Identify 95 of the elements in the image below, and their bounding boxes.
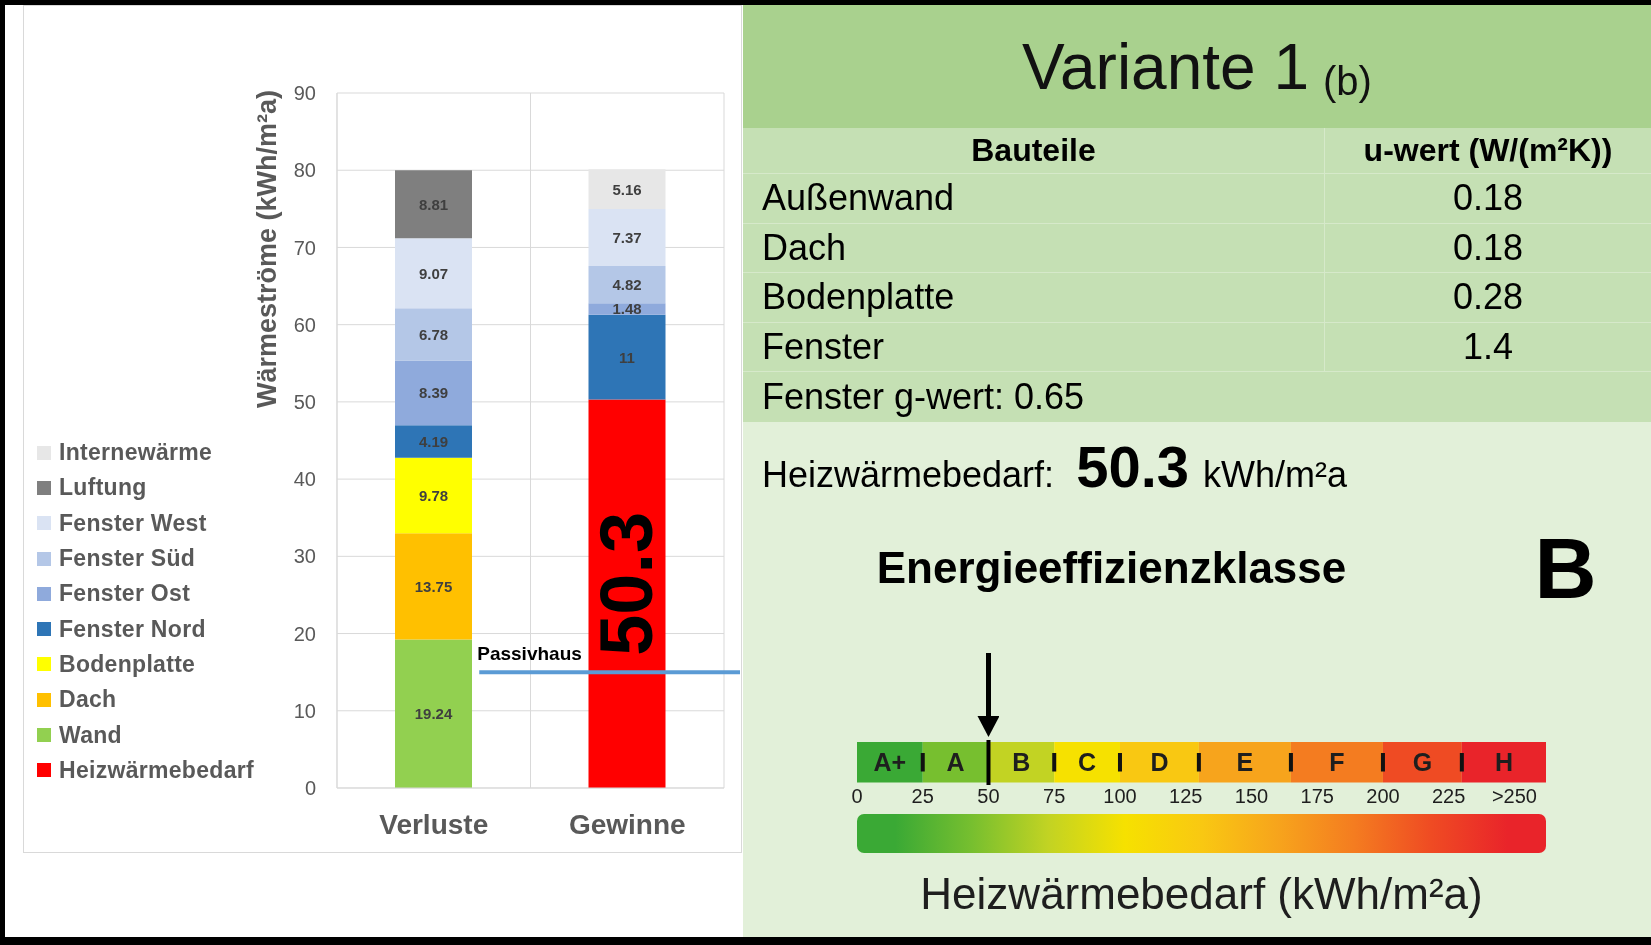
series-label: A+ (873, 748, 907, 777)
bar (395, 360, 472, 426)
legend-label: Dach (59, 686, 117, 714)
text: u-wert (W/(m²K)) (1363, 132, 1613, 169)
y-axis-title: Wärmeströme (kWh/m²a) (252, 90, 282, 409)
bar (395, 308, 472, 361)
x-tick-label: 25 (911, 785, 934, 808)
legend-label: Fenster Süd (59, 545, 196, 573)
data-label: 0.18 (1452, 226, 1524, 269)
x-tick-label: Verluste (379, 808, 489, 840)
data-label: 13.75 (414, 577, 453, 595)
bar (588, 314, 666, 400)
x-tick-label: 50 (977, 785, 1000, 808)
legend-label: Wand (59, 721, 122, 749)
x-tick-label: 225 (1432, 785, 1466, 808)
bar (588, 169, 666, 210)
x-tick-label: Gewinne (568, 808, 686, 840)
data-label: 9.07 (418, 264, 449, 282)
legend-label: Heizwärmebedarf (59, 756, 254, 784)
category-label: Außenwand (762, 177, 955, 220)
data-label: 0.28 (1452, 276, 1524, 319)
legend-label: Fenster Ost (59, 580, 191, 608)
y-tick-label: 40 (293, 468, 316, 491)
data-label: 0.18 (1452, 177, 1524, 220)
bar (395, 639, 472, 788)
text: B (1534, 520, 1597, 616)
y-tick-label: 80 (293, 159, 316, 182)
legend-label: Bodenplatte (59, 650, 196, 678)
series-label: D (1150, 748, 1169, 777)
y-tick-label: 90 (293, 82, 316, 105)
x-tick-label: 0 (851, 785, 863, 808)
bar (857, 742, 923, 783)
bar (1119, 742, 1199, 783)
y-tick-label: 10 (293, 699, 316, 722)
bar (1290, 742, 1383, 783)
text: kWh/m²a (1203, 452, 1348, 497)
bar (395, 238, 472, 309)
y-tick-label: 30 (293, 545, 316, 568)
text: Energieeffizienzklasse (876, 543, 1347, 592)
data-label: 5.16 (612, 180, 642, 198)
bar (395, 457, 472, 534)
bar (1461, 742, 1546, 783)
category-label: Fenster (762, 325, 885, 368)
bar (588, 209, 666, 266)
series-label: G (1412, 748, 1433, 777)
bar (1382, 742, 1462, 783)
data-label: 19.24 (414, 705, 453, 723)
x-tick-label: 75 (1043, 785, 1066, 808)
y-tick-label: 70 (293, 236, 316, 259)
bar (588, 265, 666, 304)
data-label: 8.39 (418, 384, 449, 402)
data-label: 1.48 (612, 300, 642, 318)
series-label: A (946, 748, 965, 777)
data-label: 1.4 (1462, 325, 1514, 368)
series-label: H (1494, 748, 1513, 777)
data-label: 4.82 (612, 276, 642, 294)
legend-label: Luftung (59, 474, 147, 502)
data-label: 7.37 (612, 229, 642, 247)
category-label: Dach (762, 226, 847, 269)
x-tick-label: 150 (1234, 785, 1269, 808)
data-label: 4.19 (418, 433, 449, 451)
legend-label: Fenster West (59, 509, 207, 537)
data-label: 8.81 (418, 195, 449, 213)
y-tick-label: 60 (293, 313, 316, 336)
series-label: E (1236, 748, 1254, 777)
legend-label: Fenster Nord (59, 615, 206, 643)
x-axis-title: Heizwärmebedarf (kWh/m²a) (920, 868, 1483, 918)
series-label: F (1329, 748, 1345, 777)
x-tick-label: >250 (1491, 785, 1537, 808)
legend-label: Internewärme (59, 439, 213, 467)
y-tick-label: 50 (293, 390, 316, 413)
data-label: 11 (619, 348, 635, 366)
text: Variante 1 (1022, 30, 1310, 103)
series-label: C (1078, 748, 1097, 777)
y-tick-label: 20 (293, 622, 316, 645)
x-tick-label: 200 (1366, 785, 1400, 808)
text: 50.3 (1076, 433, 1190, 499)
bar (1198, 742, 1291, 783)
bar (395, 425, 472, 458)
bar (1054, 742, 1120, 783)
x-tick-label: 100 (1103, 785, 1137, 808)
text: Heizwärmebedarf: (762, 452, 1055, 497)
data-label: 6.78 (418, 325, 449, 343)
category-label: Bodenplatte (762, 276, 955, 319)
x-tick-label: 175 (1300, 785, 1334, 808)
text: Bauteile (971, 132, 1096, 169)
text: Fenster g-wert: 0.65 (762, 375, 1085, 418)
x-tick-label: 125 (1169, 785, 1203, 808)
ref-line-label: Passivhaus (477, 643, 582, 665)
series-label: B (1012, 748, 1031, 777)
data-label: 9.78 (418, 486, 449, 504)
bar (395, 170, 472, 239)
data-label: 50.3 (585, 511, 669, 656)
text: (b) (1323, 58, 1372, 103)
bar (395, 533, 472, 640)
